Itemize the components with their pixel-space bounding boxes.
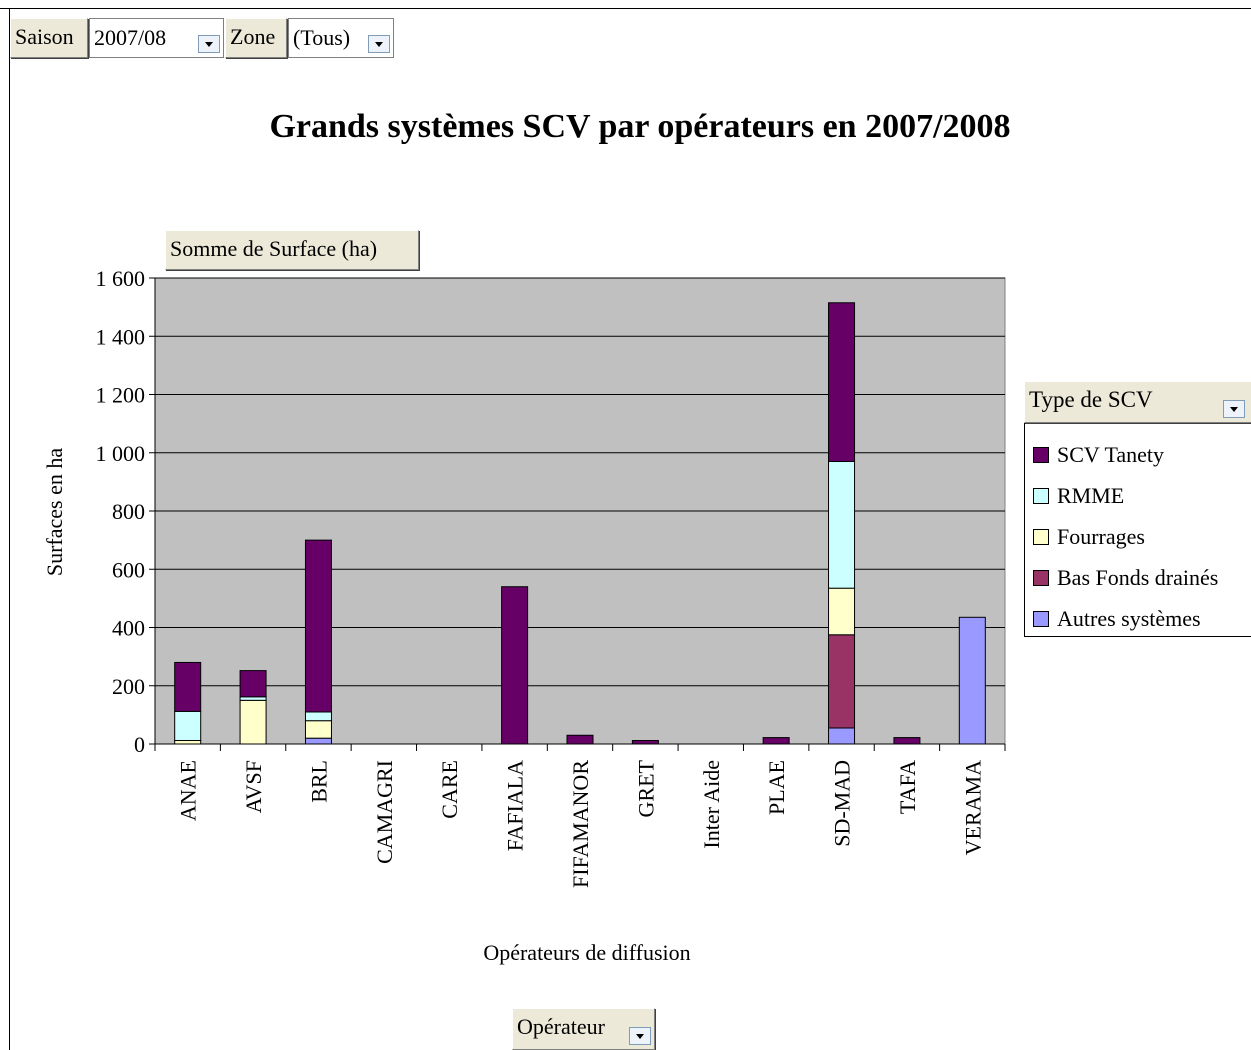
bar-segment bbox=[304, 711, 332, 722]
legend-item: Bas Fonds drainés bbox=[1033, 557, 1218, 598]
legend-swatch bbox=[1033, 446, 1049, 463]
frame-top-border bbox=[0, 8, 1251, 9]
bar-segment bbox=[762, 737, 790, 745]
bar-segment bbox=[828, 302, 856, 462]
y-tick-label: 0 bbox=[134, 732, 145, 757]
operateur-field-button[interactable]: Opérateur bbox=[512, 1008, 655, 1050]
bar-segment bbox=[239, 699, 267, 745]
bar-segment bbox=[174, 710, 202, 742]
data-field-label: Somme de Surface (ha) bbox=[170, 236, 378, 261]
saison-field-button[interactable]: Saison bbox=[10, 18, 88, 58]
y-tick-label: 1 200 bbox=[96, 383, 146, 408]
x-tick-label: SD-MAD bbox=[830, 760, 855, 847]
x-tick-label: FIFAMANOR bbox=[568, 760, 593, 888]
bar-segment bbox=[828, 634, 856, 729]
x-tick-label: AVSF bbox=[241, 760, 266, 813]
legend-header-label: Type de SCV bbox=[1029, 387, 1153, 412]
x-tick-label: CARE bbox=[437, 760, 462, 819]
bar-segment bbox=[174, 740, 202, 745]
legend-swatch bbox=[1033, 610, 1049, 627]
y-tick-label: 800 bbox=[112, 499, 145, 524]
x-tick-label: FAFIALA bbox=[503, 760, 528, 851]
legend-label: RMME bbox=[1057, 482, 1125, 508]
legend: Type de SCV SCV Tanety RMME Fourrages Bas F… bbox=[1024, 381, 1251, 637]
data-field-button[interactable]: Somme de Surface (ha) bbox=[165, 230, 419, 270]
bar-segment bbox=[174, 661, 202, 712]
x-tick-label: ANAE bbox=[176, 760, 201, 821]
x-tick-label: TAFA bbox=[895, 760, 920, 814]
x-tick-label: PLAE bbox=[764, 760, 789, 815]
y-axis-label: Surfaces en ha bbox=[42, 448, 67, 577]
bar-segment bbox=[239, 696, 267, 701]
chevron-down-icon[interactable] bbox=[629, 1027, 651, 1045]
x-tick-label: Inter Aide bbox=[699, 760, 724, 849]
x-tick-label: BRL bbox=[306, 760, 331, 803]
chevron-down-icon[interactable] bbox=[1223, 400, 1245, 418]
zone-field-label: Zone bbox=[230, 24, 276, 49]
bar-segment bbox=[893, 737, 921, 745]
legend-item: Fourrages bbox=[1033, 516, 1218, 557]
legend-label: Fourrages bbox=[1057, 523, 1145, 549]
y-tick-label: 1 400 bbox=[96, 324, 146, 349]
saison-field-label: Saison bbox=[15, 24, 74, 49]
y-tick-label: 600 bbox=[112, 557, 145, 582]
x-axis-label: Opérateurs de diffusion bbox=[483, 940, 690, 965]
y-tick-label: 200 bbox=[112, 674, 145, 699]
chevron-down-icon[interactable] bbox=[368, 35, 390, 53]
legend-items: SCV Tanety RMME Fourrages Bas Fonds drainés… bbox=[1033, 434, 1218, 639]
bar-segment bbox=[631, 740, 659, 745]
legend-field-button[interactable]: Type de SCV bbox=[1024, 381, 1251, 423]
zone-field-button[interactable]: Zone bbox=[225, 18, 287, 58]
legend-item: Autres systèmes bbox=[1033, 598, 1218, 639]
bar-segment bbox=[304, 737, 332, 745]
bar-segment bbox=[239, 670, 267, 698]
legend-swatch bbox=[1033, 528, 1049, 545]
x-tick-label: CAMAGRI bbox=[372, 760, 397, 864]
bar-segment bbox=[828, 460, 856, 589]
x-tick-label: VERAMA bbox=[960, 760, 985, 855]
bar-segment bbox=[304, 720, 332, 739]
bar-segment bbox=[958, 616, 986, 745]
y-tick-label: 1 000 bbox=[96, 441, 146, 466]
y-tick-label: 1 600 bbox=[96, 266, 146, 291]
chart-title: Grands systèmes SCV par opérateurs en 20… bbox=[269, 108, 1011, 145]
operateur-field-label: Opérateur bbox=[517, 1014, 605, 1039]
y-tick-label: 400 bbox=[112, 616, 145, 641]
frame-left-border bbox=[9, 8, 10, 1050]
legend-swatch bbox=[1033, 569, 1049, 586]
chevron-down-icon[interactable] bbox=[198, 35, 220, 53]
bar-segment bbox=[566, 734, 594, 745]
legend-item: SCV Tanety bbox=[1033, 434, 1218, 475]
legend-label: SCV Tanety bbox=[1057, 441, 1165, 467]
legend-label: Bas Fonds drainés bbox=[1057, 564, 1219, 590]
saison-dropdown[interactable]: 2007/08 bbox=[89, 18, 224, 58]
saison-value: 2007/08 bbox=[94, 25, 167, 50]
bar-segment bbox=[828, 727, 856, 745]
x-tick-label: GRET bbox=[633, 759, 658, 817]
bar-segment bbox=[304, 539, 332, 713]
bar-segment bbox=[501, 586, 529, 745]
zone-value: (Tous) bbox=[293, 25, 351, 50]
zone-dropdown[interactable]: (Tous) bbox=[288, 18, 394, 58]
legend-label: Autres systèmes bbox=[1057, 605, 1201, 631]
bar-segment bbox=[828, 587, 856, 636]
legend-swatch bbox=[1033, 487, 1049, 504]
legend-item: RMME bbox=[1033, 475, 1218, 516]
